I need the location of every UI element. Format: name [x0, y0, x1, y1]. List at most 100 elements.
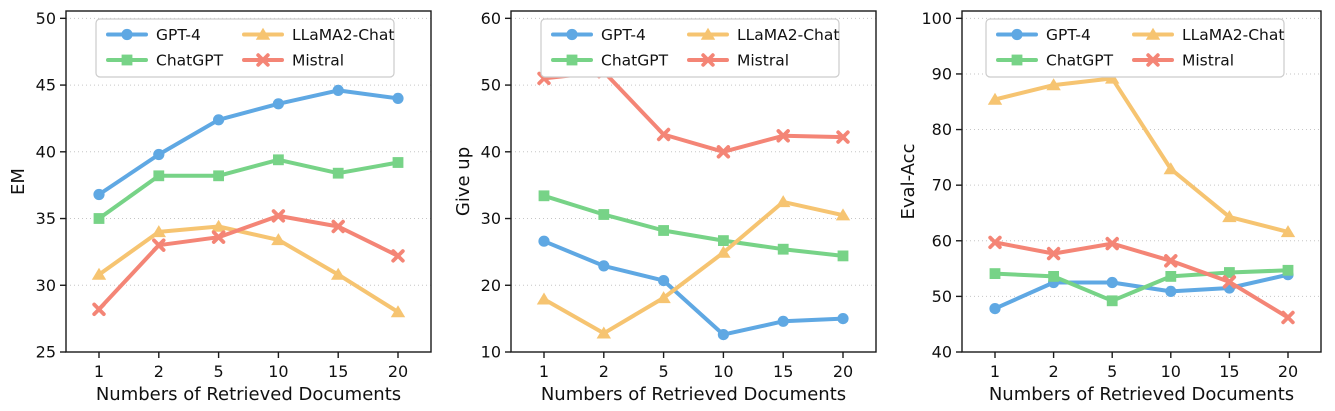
svg-text:1: 1 — [990, 362, 1000, 381]
x-axis-ticks: 1 2 5 10 15 20 — [94, 352, 408, 381]
legend-entry-LLaMA2-Chat: LLaMA2-Chat — [1132, 26, 1284, 44]
x-axis-ticks: 1 2 5 10 15 20 — [539, 352, 853, 381]
legend-label: LLaMA2-Chat — [292, 26, 394, 44]
svg-text:40: 40 — [36, 142, 56, 161]
legend-label: Mistral — [1182, 52, 1234, 70]
x-axis-label: Numbers of Retrieved Documents — [989, 384, 1294, 405]
legend-entry-Mistral: Mistral — [242, 52, 344, 70]
svg-text:1: 1 — [94, 362, 104, 381]
svg-text:15: 15 — [773, 362, 793, 381]
svg-text:20: 20 — [388, 362, 408, 381]
svg-text:10: 10 — [481, 343, 501, 362]
series-GPT-4 — [93, 84, 404, 201]
legend-entry-GPT-4: GPT-4 — [551, 26, 646, 44]
legend-label: Mistral — [737, 52, 789, 70]
svg-text:2: 2 — [154, 362, 164, 381]
svg-text:50: 50 — [932, 287, 952, 306]
chart-eval-acc: 40 50 60 70 80 90 100 1 2 5 10 15 20 Numbers of Retri… — [890, 0, 1335, 411]
legend-entry-ChatGPT: ChatGPT — [106, 52, 224, 70]
legend-entry-ChatGPT: ChatGPT — [551, 52, 669, 70]
svg-text:1: 1 — [539, 362, 549, 381]
chart-svg-Give up: 10 20 30 40 50 60 1 2 5 10 15 20 Numbers of Retrieve… — [453, 9, 877, 405]
svg-text:10: 10 — [713, 362, 733, 381]
svg-text:15: 15 — [328, 362, 348, 381]
x-axis-label: Numbers of Retrieved Documents — [96, 384, 401, 405]
legend-entry-LLaMA2-Chat: LLaMA2-Chat — [242, 26, 394, 44]
svg-text:80: 80 — [932, 120, 952, 139]
svg-text:35: 35 — [36, 209, 56, 228]
svg-text:20: 20 — [481, 276, 501, 295]
legend-label: GPT-4 — [601, 26, 646, 44]
legend-entry-Mistral: Mistral — [687, 52, 789, 70]
svg-text:15: 15 — [1219, 362, 1239, 381]
legend-label: ChatGPT — [156, 52, 224, 70]
svg-text:2: 2 — [599, 362, 609, 381]
svg-text:40: 40 — [932, 343, 952, 362]
svg-text:5: 5 — [659, 362, 669, 381]
svg-text:20: 20 — [1278, 362, 1298, 381]
legend-label: ChatGPT — [601, 52, 669, 70]
y-axis-label: EM — [8, 168, 29, 195]
legend-entry-ChatGPT: ChatGPT — [996, 52, 1114, 70]
x-axis-ticks: 1 2 5 10 15 20 — [990, 352, 1298, 381]
series-LLaMA2-Chat — [536, 195, 851, 339]
svg-text:100: 100 — [921, 9, 952, 28]
svg-text:45: 45 — [36, 76, 56, 95]
legend-label: ChatGPT — [1046, 52, 1114, 70]
series-Mistral — [537, 65, 850, 159]
svg-text:60: 60 — [481, 9, 501, 28]
svg-text:5: 5 — [1107, 362, 1117, 381]
y-axis-label: Give up — [453, 147, 474, 216]
chart-em: 25 30 35 40 45 50 1 2 5 10 15 20 Numbers of Retrieve… — [0, 0, 445, 411]
svg-text:90: 90 — [932, 64, 952, 83]
plot-border — [65, 10, 432, 353]
series-ChatGPT — [93, 154, 404, 224]
legend-label: LLaMA2-Chat — [737, 26, 839, 44]
y-axis-ticks: 40 50 60 70 80 90 100 — [921, 9, 962, 362]
legend-box — [985, 18, 1285, 78]
legend-entry-LLaMA2-Chat: LLaMA2-Chat — [687, 26, 839, 44]
legend-label: Mistral — [292, 52, 344, 70]
series-LLaMA2-Chat — [91, 219, 406, 318]
legend-label: LLaMA2-Chat — [1182, 26, 1284, 44]
svg-text:70: 70 — [932, 176, 952, 195]
chart-give-up: 10 20 30 40 50 60 1 2 5 10 15 20 Numbers of Retrieve… — [445, 0, 890, 411]
chart-svg-Eval-Acc: 40 50 60 70 80 90 100 1 2 5 10 15 20 Numbers of Retri… — [898, 9, 1322, 405]
y-axis-ticks: 10 20 30 40 50 60 — [481, 9, 511, 362]
svg-text:5: 5 — [214, 362, 224, 381]
plot-border — [510, 10, 877, 353]
svg-text:2: 2 — [1049, 362, 1059, 381]
legend-entry-GPT-4: GPT-4 — [996, 26, 1091, 44]
svg-text:60: 60 — [932, 231, 952, 250]
y-axis-label: Eval-Acc — [898, 144, 919, 220]
svg-text:10: 10 — [1161, 362, 1181, 381]
svg-text:40: 40 — [481, 142, 501, 161]
legend: GPT-4 ChatGPT LLaMA2-Chat Mistral — [95, 18, 395, 78]
svg-text:25: 25 — [36, 343, 56, 362]
legend-box — [540, 18, 840, 78]
svg-text:50: 50 — [36, 9, 56, 28]
svg-text:10: 10 — [268, 362, 288, 381]
gridlines — [511, 17, 876, 286]
gridlines — [66, 17, 431, 286]
legend: GPT-4 ChatGPT LLaMA2-Chat Mistral — [985, 18, 1285, 78]
series-ChatGPT — [538, 190, 849, 262]
legend-entry-Mistral: Mistral — [1132, 52, 1234, 70]
legend-entry-GPT-4: GPT-4 — [106, 26, 201, 44]
series-GPT-4 — [538, 235, 849, 341]
svg-text:30: 30 — [481, 209, 501, 228]
series-LLaMA2-Chat — [987, 71, 1296, 238]
svg-text:30: 30 — [36, 276, 56, 295]
series-Mistral — [92, 209, 405, 316]
legend-label: GPT-4 — [1046, 26, 1091, 44]
svg-text:20: 20 — [833, 362, 853, 381]
series-Mistral — [988, 235, 1295, 325]
x-axis-label: Numbers of Retrieved Documents — [541, 384, 846, 405]
legend: GPT-4 ChatGPT LLaMA2-Chat Mistral — [540, 18, 840, 78]
legend-box — [95, 18, 395, 78]
y-axis-ticks: 25 30 35 40 45 50 — [36, 9, 66, 362]
legend-label: GPT-4 — [156, 26, 201, 44]
plot-border — [961, 10, 1322, 353]
